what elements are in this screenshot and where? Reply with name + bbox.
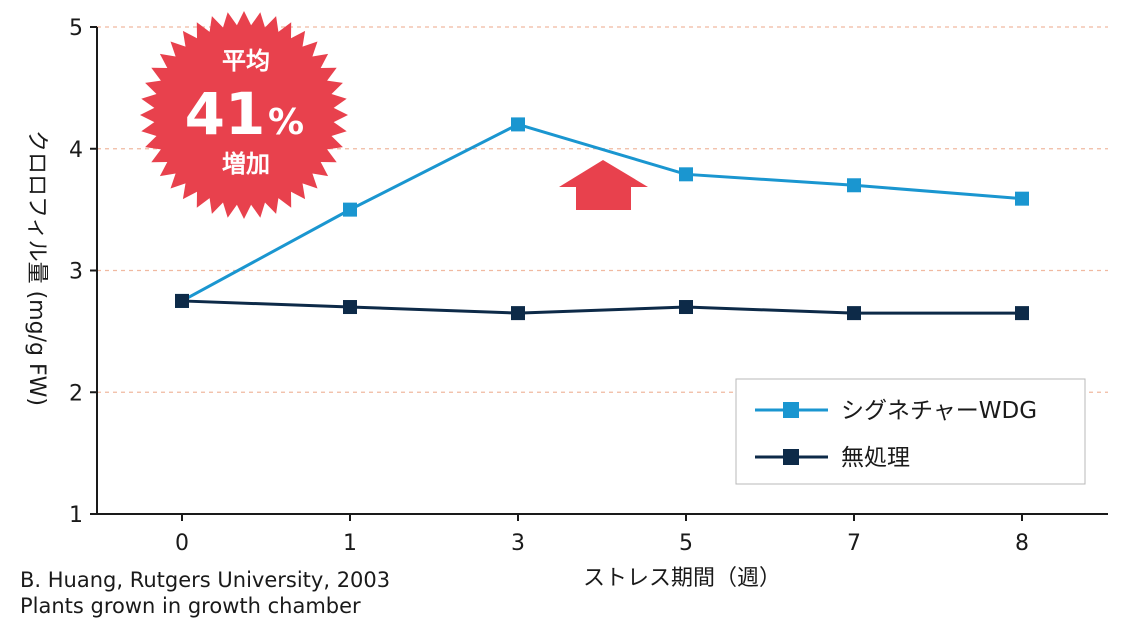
data-point bbox=[1015, 191, 1029, 206]
data-point bbox=[847, 306, 861, 321]
badge-value: 41 bbox=[185, 80, 266, 148]
badge-label-top: 平均 bbox=[222, 47, 270, 75]
data-point bbox=[343, 202, 357, 217]
badge-label-bottom: 増加 bbox=[222, 150, 270, 178]
data-point bbox=[1015, 306, 1029, 321]
legend-box bbox=[735, 378, 1086, 485]
up-arrow-icon bbox=[559, 160, 648, 210]
data-point bbox=[343, 300, 357, 315]
credit-line-2: Plants grown in growth chamber bbox=[20, 594, 361, 618]
y-tick-label: 5 bbox=[69, 16, 83, 41]
x-tick-label: 3 bbox=[511, 531, 525, 556]
data-point bbox=[511, 306, 525, 321]
y-tick-label: 1 bbox=[69, 503, 83, 528]
starburst-icon bbox=[140, 11, 348, 219]
y-tick-label: 3 bbox=[69, 260, 83, 285]
legend-marker-untreated bbox=[783, 449, 799, 465]
legend-marker-wdg bbox=[783, 402, 799, 418]
legend: シグネチャーWDG 無処理 bbox=[735, 378, 1086, 485]
legend-label-untreated: 無処理 bbox=[841, 445, 910, 471]
x-axis-title: ストレス期間（週） bbox=[583, 566, 781, 591]
x-ticks: 0 1 3 5 7 8 bbox=[175, 514, 1029, 556]
data-point bbox=[679, 167, 693, 182]
series-line-0 bbox=[181, 122, 1023, 303]
average-increase-badge: 平均 41 % 増加 bbox=[140, 11, 348, 219]
data-point bbox=[847, 178, 861, 193]
data-point bbox=[175, 293, 189, 308]
x-tick-label: 8 bbox=[1015, 531, 1029, 556]
x-tick-label: 7 bbox=[847, 531, 861, 556]
y-tick-label: 2 bbox=[69, 381, 83, 406]
badge-unit: % bbox=[268, 102, 304, 143]
x-tick-label: 1 bbox=[343, 531, 357, 556]
legend-label-wdg: シグネチャーWDG bbox=[841, 398, 1037, 424]
y-tick-label: 4 bbox=[69, 138, 83, 163]
series-layer bbox=[175, 117, 1029, 321]
credit-line-1: B. Huang, Rutgers University, 2003 bbox=[20, 568, 390, 592]
series-line-1 bbox=[181, 299, 1022, 315]
y-ticks: 1 2 3 4 5 bbox=[69, 16, 97, 528]
data-point bbox=[511, 117, 525, 132]
x-tick-label: 5 bbox=[679, 531, 693, 556]
x-tick-label: 0 bbox=[175, 531, 189, 556]
data-point bbox=[679, 300, 693, 315]
y-axis-title: クロロフィル量 (mg/g FW) bbox=[24, 130, 49, 406]
